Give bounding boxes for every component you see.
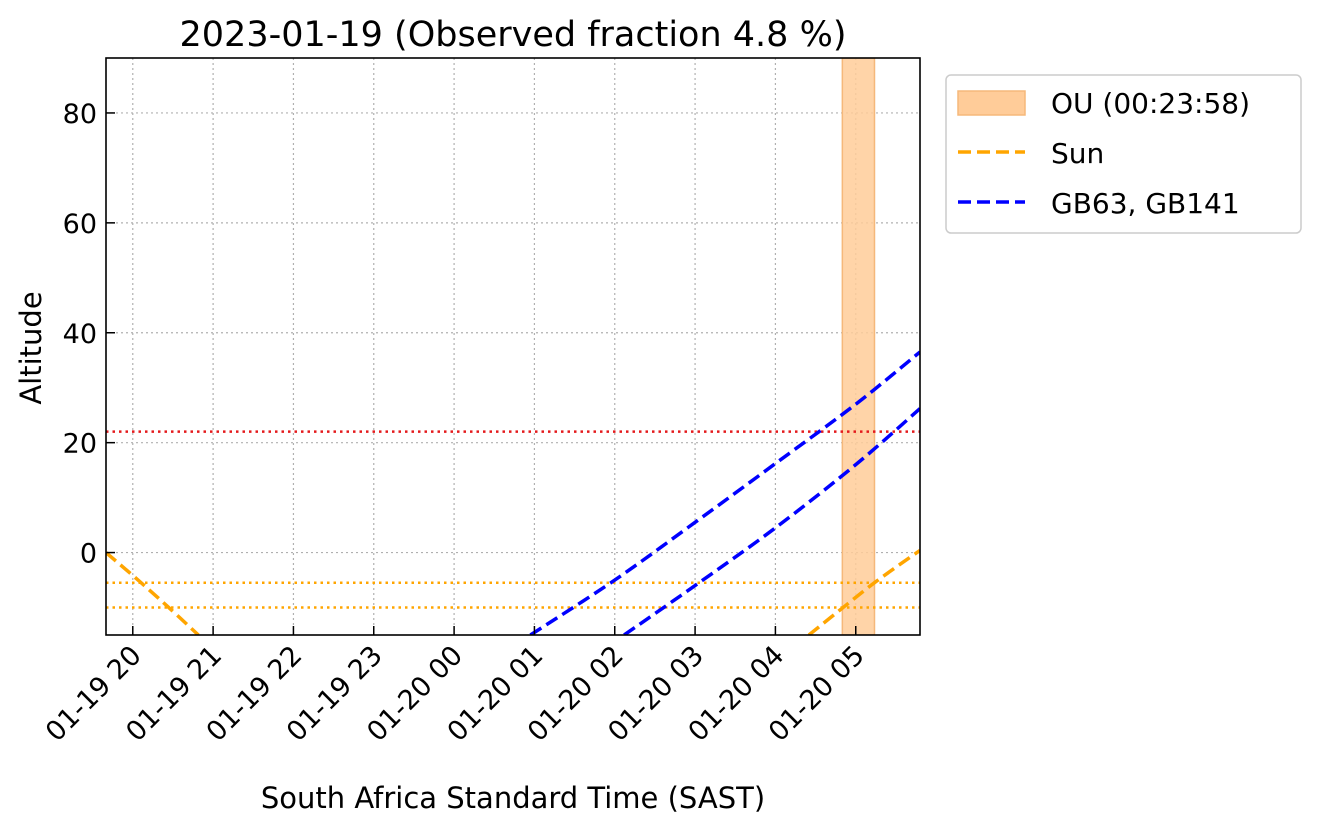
legend-label-observation-window: OU (00:23:58) [1051,87,1250,120]
plot-frame [105,57,921,636]
grid [106,58,920,635]
sun-altitude-curve [807,548,920,635]
sun-altitude-curve [106,551,200,635]
legend-frame [945,74,1302,234]
chart-title: 2023-01-19 (Observed fraction 4.8 %) [180,15,847,55]
y-tick-label: 80 [63,99,97,130]
target-altitude-curve [623,407,920,635]
target-altitude-curve [529,350,920,635]
y-tick-label: 20 [63,429,97,460]
legend-label-target: GB63, GB141 [1051,187,1240,220]
y-tick-label: 60 [63,209,97,240]
observation-window-band [841,58,876,635]
plot-area [106,58,920,635]
legend-swatch-observation-window [957,90,1026,116]
legend: OU (00:23:58) Sun GB63, GB141 [945,74,1302,234]
y-axis-label: Altitude [14,291,48,404]
y-tick-label: 40 [63,319,97,350]
y-tick-label: 0 [80,539,97,570]
legend-label-sun: Sun [1051,137,1104,170]
x-axis-label: South Africa Standard Time (SAST) [261,781,765,815]
